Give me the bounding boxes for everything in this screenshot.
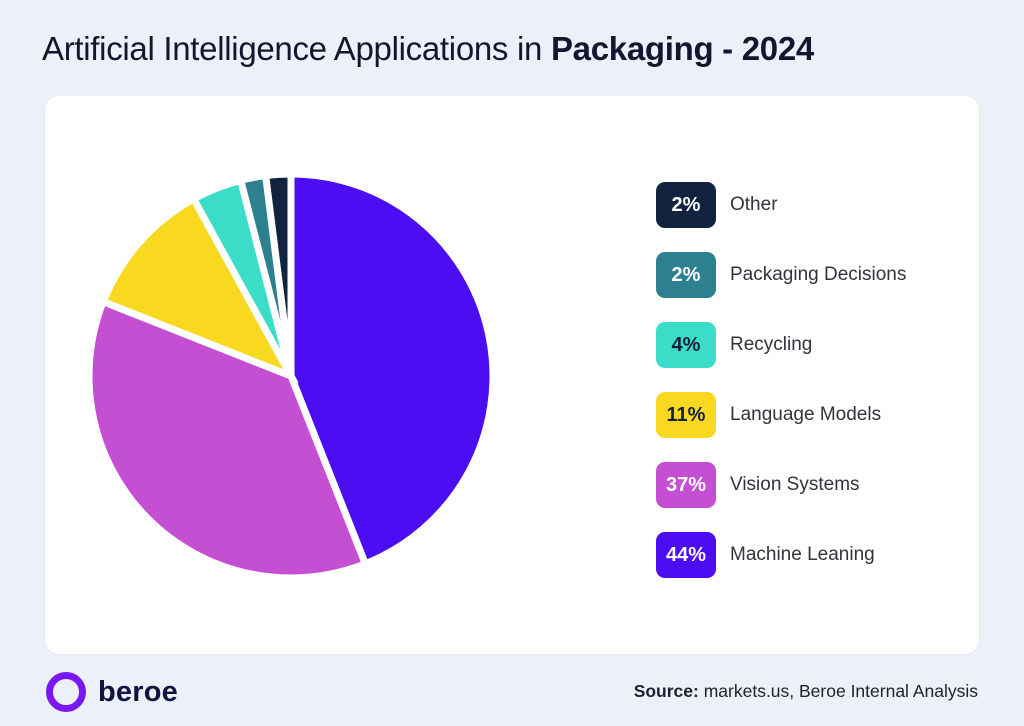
beroe-wordmark: beroe	[98, 675, 178, 708]
legend-label-vision-systems: Vision Systems	[730, 474, 860, 495]
source-attribution: Source: markets.us, Beroe Internal Analy…	[634, 681, 978, 702]
source-label: Source:	[633, 681, 699, 701]
legend-badge-recycling: 4%	[656, 322, 716, 368]
pie-slice-vision-systems	[85, 297, 370, 582]
source-text: markets.us, Beroe Internal Analysis	[698, 681, 978, 701]
page-title-bold: Packaging - 2024	[550, 30, 814, 67]
legend-badge-other: 2%	[656, 182, 716, 228]
legend-label-packaging-decisions: Packaging Decisions	[730, 264, 907, 285]
page-title: Artificial Intelligence Applications in …	[42, 28, 814, 69]
legend-badge-packaging-decisions: 2%	[656, 252, 716, 298]
beroe-ring-icon	[46, 672, 86, 712]
legend-item-packaging-decisions: 2% Packaging Decisions	[656, 252, 906, 298]
chart-card: 2% Other 2% Packaging Decisions 4% Recyc…	[45, 96, 979, 654]
legend-item-recycling: 4% Recycling	[656, 322, 906, 368]
legend-badge-vision-systems: 37%	[656, 462, 716, 508]
legend-item-other: 2% Other	[656, 182, 906, 228]
legend-item-language-models: 11% Language Models	[656, 392, 906, 438]
pie-chart	[85, 170, 497, 582]
chart-legend: 2% Other 2% Packaging Decisions 4% Recyc…	[656, 182, 906, 602]
beroe-logo: beroe	[46, 672, 178, 712]
page-title-regular: Artificial Intelligence Applications in	[42, 30, 551, 67]
legend-label-recycling: Recycling	[730, 334, 813, 355]
pie-slice-machine-leaning	[287, 170, 497, 569]
pie-chart-area	[85, 170, 497, 582]
pie-slice-language-models	[98, 194, 299, 383]
legend-badge-language-models: 11%	[656, 392, 716, 438]
legend-item-machine-leaning: 44% Machine Leaning	[656, 532, 906, 578]
pie-slice-other	[261, 170, 295, 377]
legend-label-language-models: Language Models	[730, 404, 882, 425]
legend-label-machine-leaning: Machine Leaning	[730, 544, 875, 565]
legend-badge-machine-leaning: 44%	[656, 532, 716, 578]
legend-item-vision-systems: 37% Vision Systems	[656, 462, 906, 508]
legend-label-other: Other	[730, 194, 778, 215]
